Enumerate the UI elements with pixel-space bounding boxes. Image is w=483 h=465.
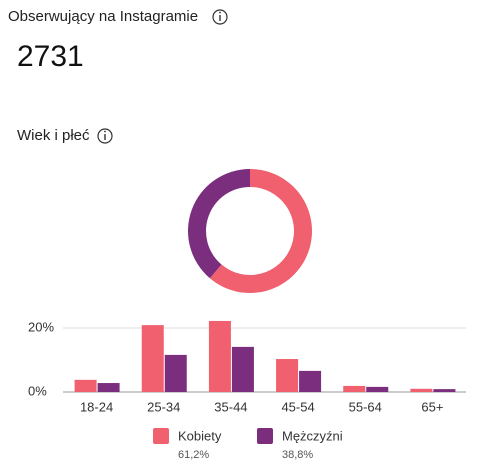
- bar: [366, 386, 389, 392]
- bar: [343, 385, 366, 392]
- bar: [299, 370, 322, 392]
- legend-label: Kobiety: [178, 428, 222, 443]
- x-tick-label: 35-44: [214, 399, 247, 414]
- donut-slice: [187, 169, 250, 279]
- section-title: Wiek i płeć: [17, 127, 90, 144]
- legend-swatch: [257, 428, 273, 444]
- bar: [208, 320, 231, 392]
- bar: [74, 379, 97, 392]
- legend-share: 38,8%: [282, 449, 313, 461]
- y-tick-label: 0%: [28, 383, 47, 398]
- x-tick-label: 55-64: [349, 399, 382, 414]
- bar: [141, 325, 164, 392]
- x-tick-label: 18-24: [80, 399, 113, 414]
- x-tick-label: 45-54: [281, 399, 314, 414]
- follower-count: 2731: [17, 40, 84, 73]
- bar: [276, 359, 299, 392]
- bar: [433, 389, 456, 392]
- bar: [164, 354, 187, 392]
- legend-share: 61,2%: [178, 449, 209, 461]
- bar: [97, 383, 120, 392]
- legend-swatch: [153, 428, 169, 444]
- bar: [410, 388, 433, 392]
- y-tick-label: 20%: [28, 319, 54, 334]
- info-icon[interactable]: [97, 128, 113, 144]
- page-title: Obserwujący na Instagramie: [8, 8, 198, 25]
- x-tick-label: 25-34: [147, 399, 180, 414]
- x-tick-label: 65+: [421, 399, 443, 414]
- legend-label: Mężczyźni: [282, 428, 343, 443]
- bar: [231, 346, 254, 392]
- info-icon[interactable]: [212, 9, 228, 25]
- donut-slice: [209, 169, 312, 294]
